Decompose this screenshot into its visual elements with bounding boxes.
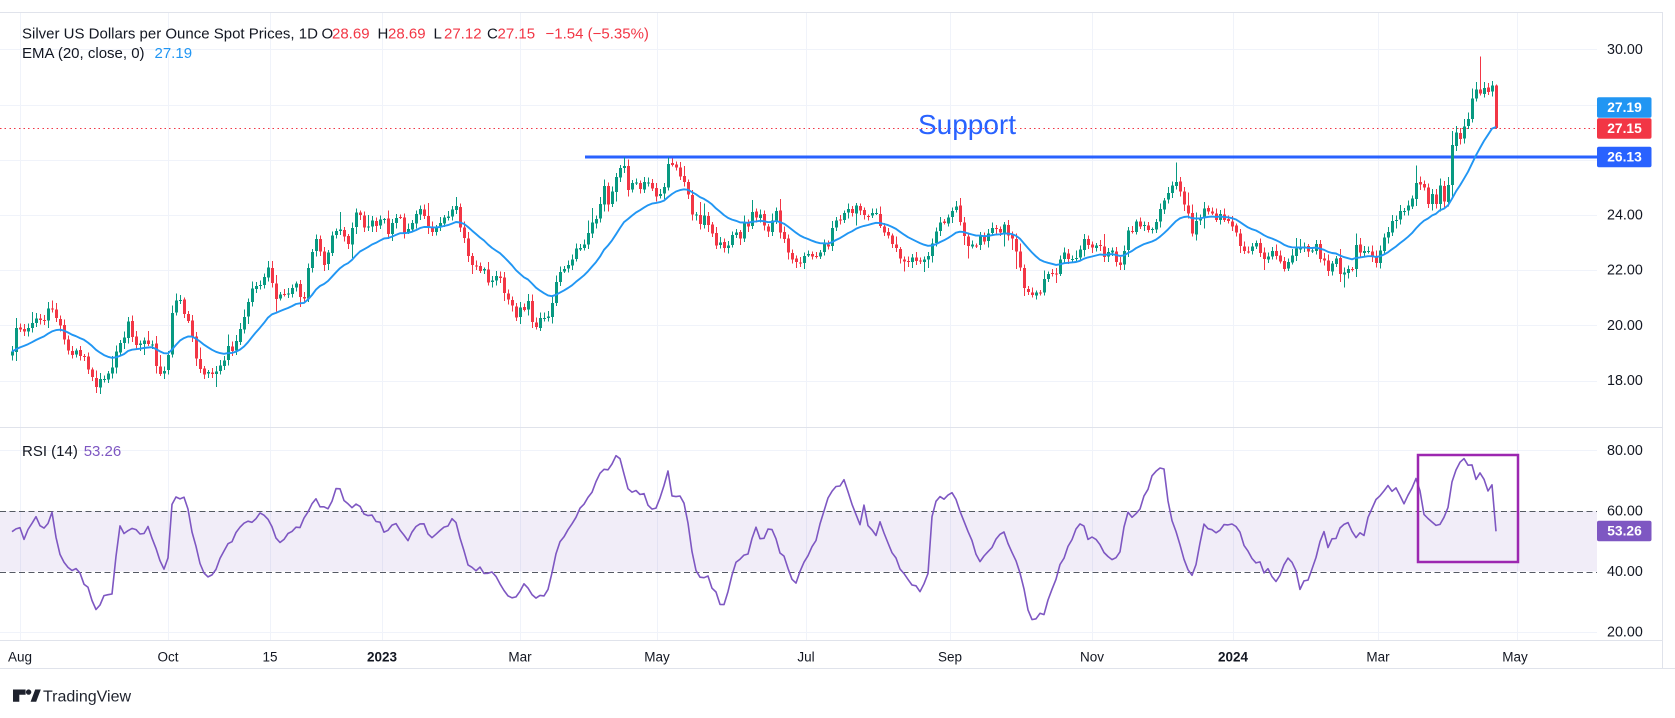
svg-text:22.00: 22.00 bbox=[1607, 263, 1643, 279]
svg-text:27.15: 27.15 bbox=[1607, 121, 1642, 136]
svg-text:18.00: 18.00 bbox=[1607, 373, 1643, 389]
svg-text:−1.54 (−5.35%): −1.54 (−5.35%) bbox=[546, 26, 649, 43]
svg-text:Mar: Mar bbox=[1366, 650, 1390, 665]
svg-text:2024: 2024 bbox=[1218, 650, 1249, 665]
svg-text:May: May bbox=[644, 650, 670, 665]
svg-text:15: 15 bbox=[262, 650, 277, 665]
svg-text:O: O bbox=[322, 26, 334, 43]
svg-text:C: C bbox=[487, 26, 498, 43]
svg-text:H: H bbox=[378, 26, 389, 43]
svg-text:Aug: Aug bbox=[8, 650, 32, 665]
svg-text:26.13: 26.13 bbox=[1607, 150, 1642, 165]
svg-text:27.19: 27.19 bbox=[155, 45, 193, 62]
svg-text:20.00: 20.00 bbox=[1607, 318, 1643, 334]
svg-text:Mar: Mar bbox=[508, 650, 532, 665]
svg-text:May: May bbox=[1502, 650, 1528, 665]
svg-text:30.00: 30.00 bbox=[1607, 42, 1643, 58]
svg-text:60.00: 60.00 bbox=[1607, 503, 1643, 519]
svg-text:L: L bbox=[434, 26, 442, 43]
svg-text:EMA (20, close, 0): EMA (20, close, 0) bbox=[22, 45, 145, 62]
svg-text:27.12: 27.12 bbox=[444, 26, 482, 43]
svg-text:Nov: Nov bbox=[1080, 650, 1104, 665]
svg-text:TradingView: TradingView bbox=[43, 689, 131, 706]
svg-text:27.19: 27.19 bbox=[1607, 100, 1642, 115]
svg-text:27.15: 27.15 bbox=[498, 26, 536, 43]
svg-text:Jul: Jul bbox=[797, 650, 814, 665]
svg-text:Silver US Dollars per Ounce Sp: Silver US Dollars per Ounce Spot Prices,… bbox=[22, 26, 318, 43]
svg-text:53.26: 53.26 bbox=[1607, 524, 1642, 539]
svg-text:20.00: 20.00 bbox=[1607, 625, 1643, 641]
svg-text:53.26: 53.26 bbox=[84, 443, 122, 460]
svg-text:28.69: 28.69 bbox=[388, 26, 426, 43]
svg-text:Oct: Oct bbox=[157, 650, 178, 665]
svg-text:24.00: 24.00 bbox=[1607, 208, 1643, 224]
svg-text:RSI (14): RSI (14) bbox=[22, 443, 78, 460]
svg-text:2023: 2023 bbox=[367, 650, 398, 665]
svg-text:Sep: Sep bbox=[938, 650, 962, 665]
svg-text:40.00: 40.00 bbox=[1607, 564, 1643, 580]
svg-text:Support: Support bbox=[918, 109, 1016, 140]
svg-text:80.00: 80.00 bbox=[1607, 443, 1643, 459]
svg-text:28.69: 28.69 bbox=[332, 26, 370, 43]
